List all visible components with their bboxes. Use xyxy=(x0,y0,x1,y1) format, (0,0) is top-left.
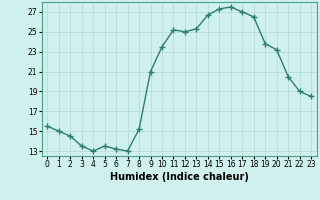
X-axis label: Humidex (Indice chaleur): Humidex (Indice chaleur) xyxy=(110,172,249,182)
